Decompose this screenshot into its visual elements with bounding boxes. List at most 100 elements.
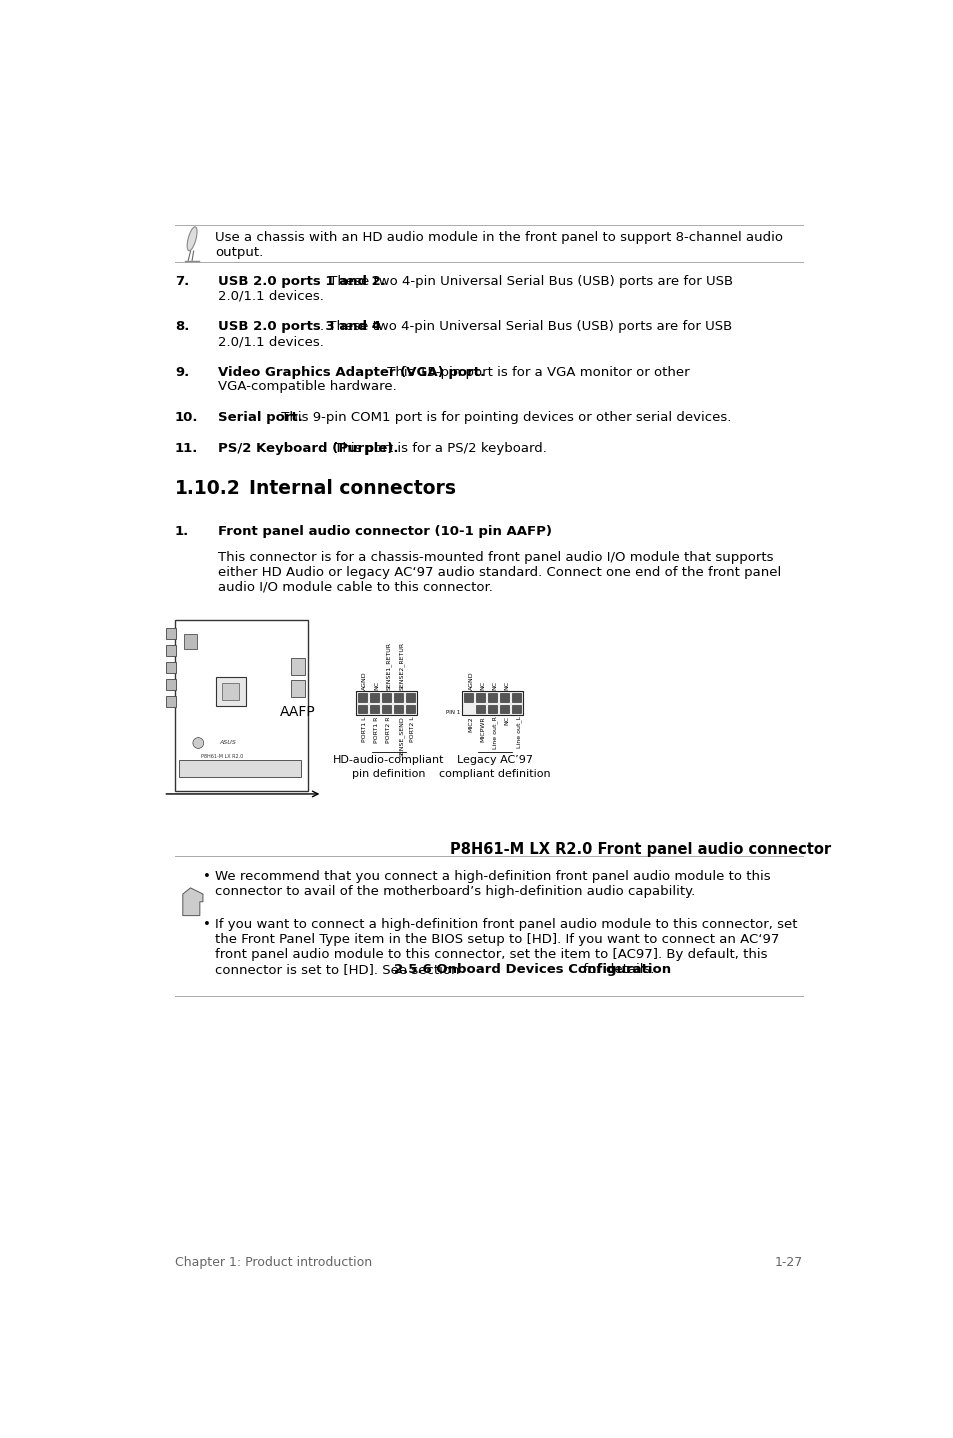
Bar: [381, 705, 391, 713]
Text: PIN 1: PIN 1: [446, 710, 459, 715]
Text: Internal connectors: Internal connectors: [249, 479, 456, 498]
Text: 2.5.6 Onboard Devices Configuration: 2.5.6 Onboard Devices Configuration: [393, 963, 670, 976]
Bar: [216, 677, 245, 706]
Bar: [461, 690, 523, 716]
Text: connector is set to [HD]. See section: connector is set to [HD]. See section: [215, 963, 463, 976]
Text: Chapter 1: Product introduction: Chapter 1: Product introduction: [174, 1257, 372, 1270]
Text: for details.: for details.: [578, 963, 654, 976]
Bar: [406, 693, 415, 702]
Text: AGND: AGND: [362, 672, 367, 690]
Text: Serial port.: Serial port.: [218, 411, 303, 424]
Text: output.: output.: [215, 246, 263, 259]
Text: This connector is for a chassis-mounted front panel audio I/O module that suppor: This connector is for a chassis-mounted …: [218, 551, 773, 564]
Bar: [464, 693, 473, 702]
Bar: [394, 705, 402, 713]
Bar: [512, 693, 520, 702]
Text: •: •: [203, 870, 211, 883]
Text: HD-audio-compliant
pin definition: HD-audio-compliant pin definition: [333, 755, 444, 778]
Bar: [357, 705, 367, 713]
Bar: [184, 634, 196, 649]
Text: VGA-compatible hardware.: VGA-compatible hardware.: [218, 381, 396, 394]
Text: Video Graphics Adapter (VGA) port.: Video Graphics Adapter (VGA) port.: [218, 365, 485, 378]
Circle shape: [193, 738, 204, 748]
Polygon shape: [183, 887, 203, 916]
Text: These two 4-pin Universal Serial Bus (USB) ports are for USB: These two 4-pin Universal Serial Bus (US…: [325, 275, 732, 288]
Text: SENSE2_RETUR: SENSE2_RETUR: [398, 641, 404, 690]
Text: 1.: 1.: [174, 525, 189, 538]
Text: 9.: 9.: [174, 365, 189, 378]
Text: Line out_L: Line out_L: [517, 716, 522, 748]
Bar: [488, 693, 497, 702]
Text: front panel audio module to this connector, set the item to [AC97]. By default, : front panel audio module to this connect…: [215, 948, 767, 961]
Text: PORT2 L: PORT2 L: [410, 716, 415, 742]
Text: We recommend that you connect a high-definition front panel audio module to this: We recommend that you connect a high-def…: [215, 870, 770, 883]
Text: 1.10.2: 1.10.2: [174, 479, 240, 498]
Text: audio I/O module cable to this connector.: audio I/O module cable to this connector…: [218, 581, 493, 594]
Text: USB 2.0 ports 1 and 2.: USB 2.0 ports 1 and 2.: [218, 275, 386, 288]
Text: 8.: 8.: [174, 321, 190, 334]
Bar: [166, 679, 175, 690]
Text: Use a chassis with an HD audio module in the front panel to support 8-channel au: Use a chassis with an HD audio module in…: [215, 232, 782, 244]
Text: 1-27: 1-27: [774, 1257, 802, 1270]
Text: MIC2: MIC2: [468, 716, 473, 732]
Text: 7.: 7.: [174, 275, 189, 288]
Text: 2.0/1.1 devices.: 2.0/1.1 devices.: [218, 335, 324, 348]
Text: PORT2 R: PORT2 R: [386, 716, 391, 742]
Text: This port is for a PS/2 keyboard.: This port is for a PS/2 keyboard.: [330, 441, 546, 454]
Text: Line out_R: Line out_R: [492, 716, 497, 749]
Text: NC: NC: [374, 680, 379, 690]
Bar: [476, 705, 484, 713]
Bar: [381, 693, 391, 702]
Bar: [357, 693, 367, 702]
Bar: [394, 693, 402, 702]
Text: NC: NC: [480, 680, 485, 690]
Text: USB 2.0 ports 3 and 4: USB 2.0 ports 3 and 4: [218, 321, 381, 334]
Bar: [499, 693, 509, 702]
Text: PS/2 Keyboard (Purple).: PS/2 Keyboard (Purple).: [218, 441, 398, 454]
Text: NC: NC: [492, 680, 497, 690]
Bar: [370, 693, 378, 702]
Bar: [166, 646, 175, 656]
Bar: [166, 696, 175, 707]
Text: •: •: [203, 917, 211, 930]
Text: PORT1 R: PORT1 R: [374, 716, 379, 742]
Text: either HD Audio or legacy AC‘97 audio standard. Connect one end of the front pan: either HD Audio or legacy AC‘97 audio st…: [218, 565, 781, 578]
Text: If you want to connect a high-definition front panel audio module to this connec: If you want to connect a high-definition…: [215, 917, 797, 930]
Text: MICPWR: MICPWR: [480, 716, 485, 742]
Text: P8H61-M LX R2.0: P8H61-M LX R2.0: [200, 754, 243, 758]
Text: PORT1 L: PORT1 L: [362, 716, 367, 742]
Bar: [499, 705, 509, 713]
Text: the Front Panel Type item in the BIOS setup to [HD]. If you want to connect an A: the Front Panel Type item in the BIOS se…: [215, 933, 779, 946]
Text: 2.0/1.1 devices.: 2.0/1.1 devices.: [218, 289, 324, 302]
Bar: [406, 705, 415, 713]
Text: 11.: 11.: [174, 441, 198, 454]
Bar: [355, 690, 416, 716]
Text: connector to avail of the motherboard’s high-definition audio capability.: connector to avail of the motherboard’s …: [215, 886, 695, 899]
Text: This 15-pin port is for a VGA monitor or other: This 15-pin port is for a VGA monitor or…: [383, 365, 689, 378]
Text: NC: NC: [504, 716, 509, 725]
Bar: [291, 659, 305, 676]
Bar: [174, 620, 308, 791]
Text: SENSE1_RETUR: SENSE1_RETUR: [386, 641, 392, 690]
Text: P8H61-M LX R2.0 Front panel audio connector: P8H61-M LX R2.0 Front panel audio connec…: [450, 843, 830, 857]
Bar: [370, 705, 378, 713]
Text: 10.: 10.: [174, 411, 198, 424]
Text: Legacy AC’97
compliant definition: Legacy AC’97 compliant definition: [438, 755, 550, 778]
Bar: [166, 663, 175, 673]
Bar: [476, 693, 484, 702]
Text: NC: NC: [504, 680, 509, 690]
Text: This 9-pin COM1 port is for pointing devices or other serial devices.: This 9-pin COM1 port is for pointing dev…: [276, 411, 730, 424]
Text: . These two 4-pin Universal Serial Bus (USB) ports are for USB: . These two 4-pin Universal Serial Bus (…: [320, 321, 732, 334]
Bar: [512, 705, 520, 713]
Text: AAFP: AAFP: [279, 705, 315, 719]
Text: ASUS: ASUS: [219, 739, 235, 745]
Bar: [488, 705, 497, 713]
Text: Front panel audio connector (10-1 pin AAFP): Front panel audio connector (10-1 pin AA…: [218, 525, 552, 538]
Bar: [179, 761, 300, 777]
Text: AGND: AGND: [468, 672, 473, 690]
Text: SENSE_SEND: SENSE_SEND: [398, 716, 404, 756]
Bar: [166, 628, 175, 638]
Ellipse shape: [187, 227, 197, 250]
Bar: [222, 683, 239, 700]
Bar: [291, 680, 305, 697]
